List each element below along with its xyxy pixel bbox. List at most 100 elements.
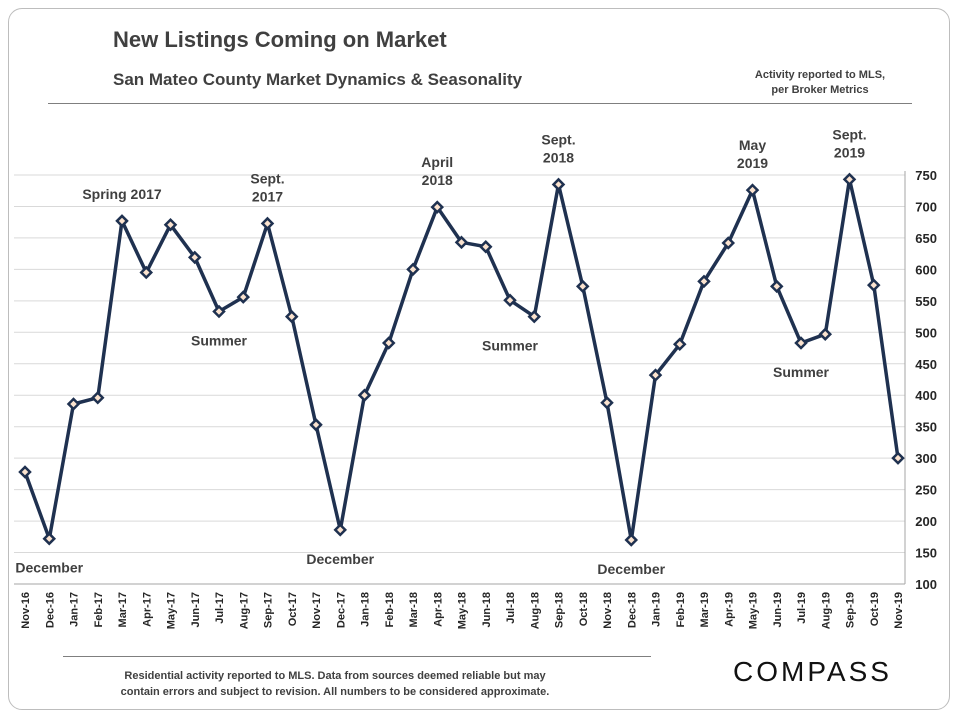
data-point-marker [333,523,348,537]
x-tick-label: May-19 [748,592,760,629]
x-tick-label: Dec-17 [335,592,347,628]
x-tick-label: Oct-17 [287,592,299,626]
data-point-marker [891,451,905,465]
data-point-marker [236,290,251,304]
x-tick-label: Feb-17 [93,592,105,627]
slide-frame [8,8,950,710]
data-point-marker [454,235,469,250]
data-point-marker [260,216,275,231]
source-note-line-2: per Broker Metrics [771,84,869,96]
x-tick-label: Sep-18 [554,592,566,628]
annotation-label: 2017 [252,188,283,204]
y-tick-label: 500 [915,325,937,340]
x-tick-label: Mar-18 [408,592,420,627]
data-point-marker [187,250,202,265]
x-tick-label: Apr-18 [432,592,444,627]
x-tick-label: Jan-17 [69,592,81,627]
y-tick-label: 100 [915,577,937,592]
annotation-label: 2018 [543,149,574,165]
annotation-label: Sept. [250,170,284,186]
x-tick-label: Dec-16 [44,592,56,628]
data-point-marker [721,236,736,250]
annotation-label: May [739,137,766,153]
data-point-marker [478,239,493,254]
data-point-marker [42,531,57,546]
y-tick-label: 600 [915,262,937,277]
data-point-marker [357,388,372,402]
y-tick-label: 700 [915,199,937,214]
header-divider [48,103,912,104]
annotation-label: December [306,551,374,567]
y-tick-label: 400 [915,388,937,403]
data-point-marker [139,265,154,280]
data-point-marker [527,309,542,324]
chart-title: New Listings Coming on Market [113,27,447,52]
disclaimer-line-2: contain errors and subject to revision. … [120,686,550,698]
x-tick-label: May-18 [457,592,469,629]
data-point-marker [866,278,881,292]
x-tick-label: Jun-17 [190,592,202,627]
x-tick-label: Nov-19 [893,592,905,629]
y-tick-label: 750 [915,168,937,183]
data-point-marker [769,279,784,294]
data-point-marker [18,465,32,479]
x-tick-label: Nov-17 [311,592,323,629]
data-point-marker [794,336,808,350]
footer-divider [63,656,651,657]
x-tick-label: Apr-17 [141,592,153,627]
y-tick-label: 300 [915,451,937,466]
y-tick-label: 150 [915,546,937,561]
annotation-label: Summer [773,364,830,380]
x-tick-label: Dec-18 [626,592,638,628]
disclaimer: Residential activity reported to MLS. Da… [85,668,585,700]
x-tick-label: Nov-16 [20,592,32,629]
compass-logo: COMPASS [733,656,892,687]
x-tick-label: Aug-19 [820,592,832,629]
data-point-marker [818,327,833,341]
x-tick-label: Aug-18 [529,592,541,629]
data-point-marker [284,309,299,324]
y-tick-label: 350 [915,420,937,435]
annotation-label: December [597,561,665,577]
x-tick-label: Jul-19 [796,592,808,624]
annotation-label: 2019 [834,144,865,160]
disclaimer-line-1: Residential activity reported to MLS. Da… [124,670,546,682]
y-tick-label: 450 [915,357,937,372]
data-point-marker [309,418,323,432]
source-note: Activity reported to MLS, per Broker Met… [700,68,940,98]
data-point-marker [90,390,105,405]
data-point-marker [648,368,663,382]
data-point-marker [66,397,81,411]
x-tick-label: Jun-18 [481,592,493,627]
annotation-label: December [15,560,83,576]
x-tick-label: Jan-18 [360,592,372,627]
x-tick-label: Jan-19 [651,592,663,627]
x-tick-label: Oct-19 [869,592,881,626]
data-point-marker [430,200,445,214]
annotation-label: Summer [191,333,248,349]
x-tick-label: Sep-19 [845,592,857,628]
chart-subtitle: San Mateo County Market Dynamics & Seaso… [113,70,523,89]
x-tick-label: Apr-19 [723,592,735,627]
data-point-marker [745,183,760,197]
data-point-marker [212,304,226,319]
annotation-label: Sept. [832,126,866,142]
x-tick-label: Feb-18 [384,592,396,627]
annotation-label: Sept. [541,131,575,147]
data-point-marker [551,177,566,192]
x-tick-label: May-17 [166,592,178,629]
y-tick-label: 250 [915,483,937,498]
x-tick-label: Feb-19 [675,592,687,627]
annotation-label: Summer [482,338,539,354]
x-tick-label: Jul-18 [505,592,517,624]
annotation-label: 2019 [737,155,768,171]
x-tick-label: Mar-17 [117,592,129,627]
data-point-marker [575,279,590,294]
x-tick-label: Mar-19 [699,592,711,627]
annotation-label: April [421,154,453,170]
y-tick-label: 650 [915,231,937,246]
data-point-marker [503,293,517,307]
y-tick-label: 200 [915,514,937,529]
data-point-marker [600,396,614,410]
data-point-marker [697,274,711,289]
